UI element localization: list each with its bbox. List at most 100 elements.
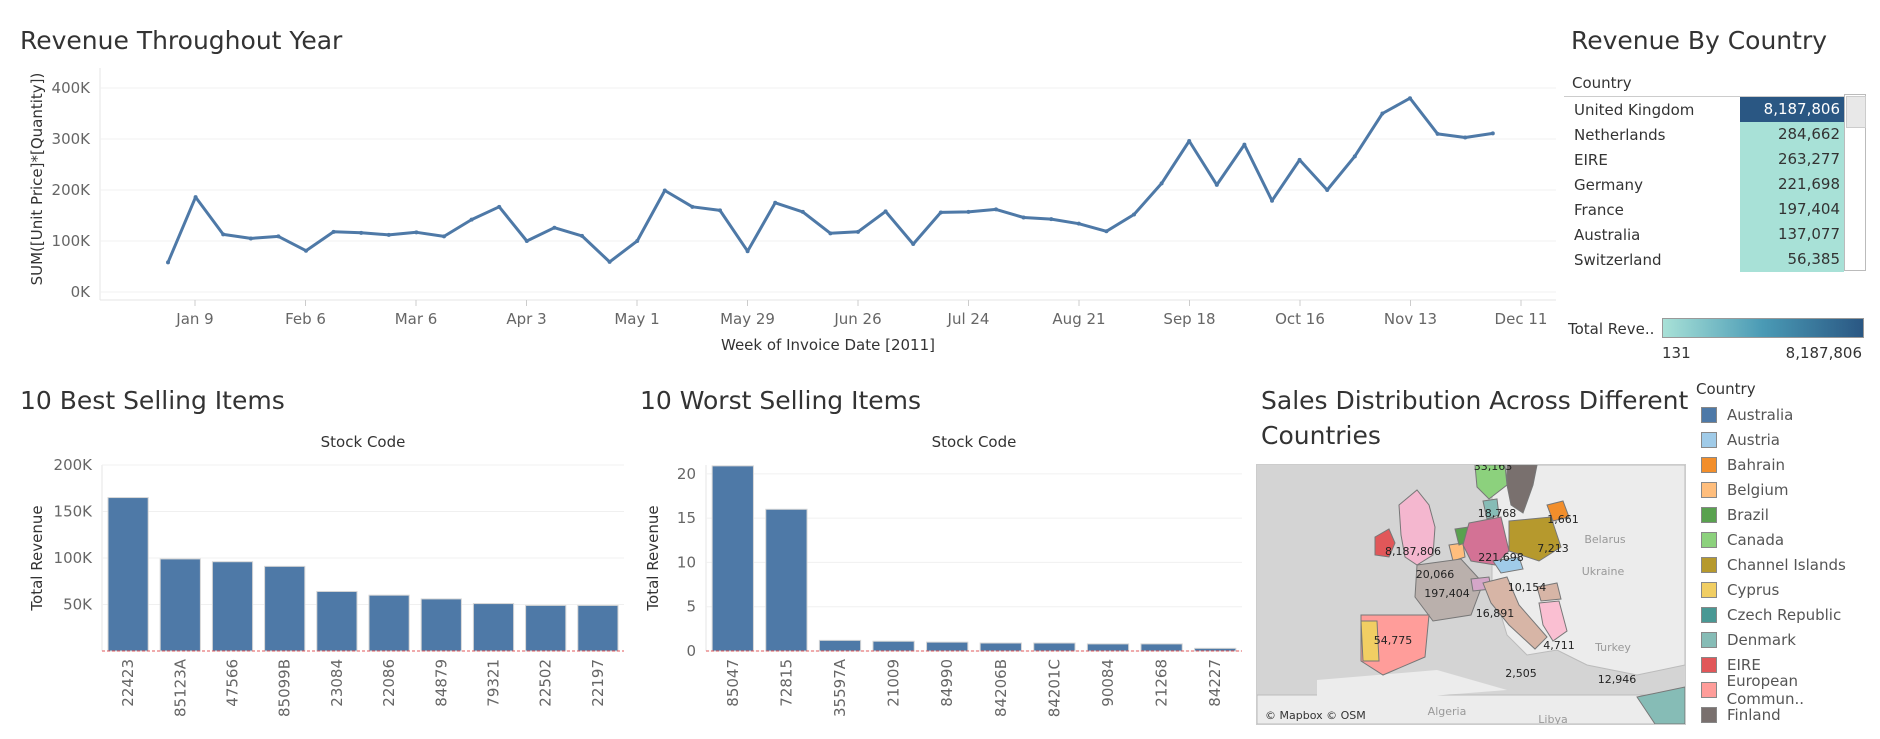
bar [872, 640, 915, 652]
line-point [1214, 182, 1219, 187]
revenue-line [166, 96, 1494, 264]
country-table-row[interactable]: United Kingdom 8,187,806 [1564, 97, 1864, 122]
line-point [524, 239, 529, 243]
country-legend-header: Country [1696, 380, 1756, 398]
bar [765, 508, 808, 652]
line-point [359, 230, 364, 235]
country-legend-item[interactable]: Finland [1696, 702, 1876, 727]
line-point [442, 234, 446, 239]
line-point [800, 209, 805, 214]
x-tick-label: May 1 [614, 310, 659, 328]
line-point [994, 207, 998, 212]
line-point [1132, 212, 1136, 217]
x-tick-label: Jun 26 [833, 310, 881, 328]
country-legend-item[interactable]: Australia [1696, 402, 1876, 427]
x-tick-label: 35597A [831, 658, 849, 717]
country-legend-item[interactable]: Brazil [1696, 502, 1876, 527]
map-place-label: Ukraine [1582, 565, 1625, 578]
legend-label: Bahrain [1727, 455, 1786, 474]
y-tick-label: 0 [686, 642, 696, 660]
bar [264, 565, 306, 652]
legend-label: Channel Islands [1727, 555, 1846, 574]
line-point [1352, 154, 1357, 159]
country-color-legend[interactable]: Country Australia Austria Bahrain Belgium Br… [1696, 380, 1876, 727]
legend-label: EIRE [1727, 655, 1761, 674]
line-point [856, 229, 860, 234]
bar [979, 642, 1022, 652]
x-tick-label: May 29 [720, 310, 775, 328]
x-tick-label: Jan 9 [175, 310, 213, 328]
line-point [690, 204, 695, 209]
x-tick-label: 84879 [432, 659, 450, 707]
line-point [193, 195, 198, 200]
country-revenue-value: 137,077 [1740, 222, 1844, 247]
bar [1033, 642, 1076, 652]
country-name: Germany [1574, 175, 1643, 194]
x-tick-label: 22197 [589, 659, 607, 707]
y-axis-title: Total Revenue [28, 505, 46, 611]
line-point [469, 217, 474, 222]
best-items-bar-chart[interactable]: Stock Code 50K 100K 150K 200K 22423 85123A 4756… [0, 425, 630, 739]
map-value-label: 221,698 [1478, 551, 1524, 564]
table-scrollbar[interactable] [1844, 94, 1866, 271]
country-table-row[interactable]: Switzerland 56,385 [1564, 247, 1864, 272]
country-table-row[interactable]: France 197,404 [1564, 197, 1864, 222]
y-axis-title: Total Revenue [644, 505, 662, 611]
country-column-header: Country [1564, 72, 1864, 97]
bar [926, 641, 969, 652]
line-point [166, 260, 170, 265]
country-legend-item[interactable]: Austria [1696, 427, 1876, 452]
y-tick-label: 15 [677, 509, 696, 527]
line-point [248, 236, 253, 241]
legend-swatch [1701, 456, 1717, 473]
map-attribution[interactable]: © Mapbox © OSM [1265, 709, 1366, 722]
country-revenue-value: 197,404 [1740, 197, 1844, 222]
line-point [745, 249, 750, 254]
revenue-by-country-table[interactable]: Country United Kingdom 8,187,806 Netherlan… [1564, 72, 1866, 272]
line-point [276, 234, 281, 239]
legend-label: Czech Republic [1727, 605, 1842, 624]
line-point [580, 233, 584, 238]
revenue-line-chart[interactable]: 0K 100K 200K 300K 400K Jan 9 Feb 6 Mar 6 Apr 3 Ma… [0, 60, 1560, 360]
bar [316, 590, 358, 652]
country-legend-item[interactable]: Czech Republic [1696, 602, 1876, 627]
line-point [1159, 181, 1164, 186]
country-table-row[interactable]: Netherlands 284,662 [1564, 122, 1864, 147]
country-legend-item[interactable]: Bahrain [1696, 452, 1876, 477]
legend-label: European Commun.. [1726, 671, 1805, 708]
country-table-row[interactable]: Germany 221,698 [1564, 172, 1864, 197]
line-point [304, 248, 308, 253]
country-legend-item[interactable]: Cyprus [1696, 577, 1876, 602]
country-revenue-value: 263,277 [1740, 147, 1844, 172]
y-tick-label: 100K [54, 549, 94, 567]
country-legend-item[interactable]: European Commun.. [1696, 672, 1876, 708]
country-legend-item[interactable]: EIRE [1696, 652, 1876, 677]
legend-swatch [1701, 531, 1717, 548]
x-tick-label: 22502 [537, 659, 555, 707]
europe-sales-map[interactable]: 33,163 18,768 1,661 8,187,806 7,213 221,… [1256, 464, 1686, 725]
country-name: United Kingdom [1574, 100, 1695, 119]
legend-label: Canada [1727, 530, 1785, 549]
x-tick-label: Dec 11 [1495, 310, 1548, 328]
map-place-label: Libya [1538, 713, 1567, 724]
worst-items-bar-chart[interactable]: Stock Code 0 5 10 15 20 85047 72815 35597A 21009 8… [630, 425, 1250, 739]
country-legend-item[interactable]: Denmark [1696, 627, 1876, 652]
country-legend-item[interactable]: Belgium [1696, 477, 1876, 502]
bar [159, 558, 201, 652]
legend-label: Belgium [1727, 480, 1789, 499]
country-name: Netherlands [1574, 125, 1666, 144]
scrollbar-thumb[interactable] [1846, 96, 1866, 128]
x-tick-label: 47566 [224, 659, 242, 707]
country-legend-item[interactable]: Channel Islands [1696, 552, 1876, 577]
total-revenue-legend-label: Total Reve.. [1568, 320, 1655, 338]
country-table-row[interactable]: EIRE 263,277 [1564, 147, 1864, 172]
x-tick-label: 21268 [1153, 659, 1171, 707]
x-tick-label: Apr 3 [506, 310, 546, 328]
y-tick-label: 100K [52, 232, 92, 250]
revenue-country-title: Revenue By Country [1571, 26, 1828, 55]
country-table-row[interactable]: Australia 137,077 [1564, 222, 1864, 247]
country-name: France [1574, 200, 1624, 219]
gradient-max-label: 8,187,806 [1785, 344, 1862, 362]
legend-swatch [1701, 706, 1717, 723]
country-legend-item[interactable]: Canada [1696, 527, 1876, 552]
